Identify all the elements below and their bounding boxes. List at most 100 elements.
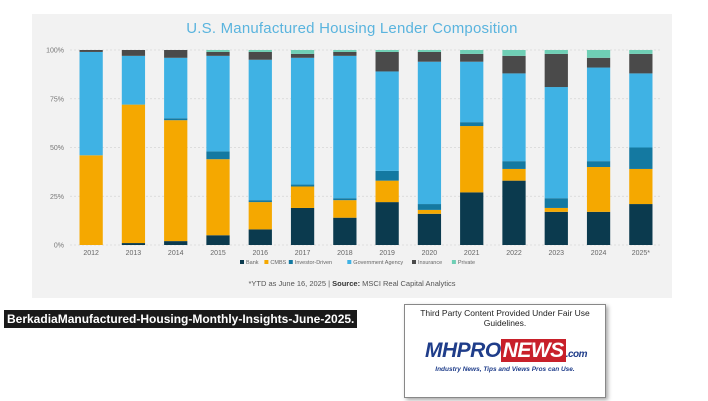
bar-segment [417,61,442,205]
mhpronews-logo: MHPRONEWS .com [425,339,588,363]
bar-segment [290,53,315,58]
bar-segment [248,50,272,52]
bar-segment [290,57,315,185]
bar-segment [586,50,611,58]
x-tick-label: 2020 [422,250,438,257]
bar-segment [417,51,442,62]
x-tick-label: 2013 [126,250,142,257]
bar-segment [206,151,230,160]
chart-panel: U.S. Manufactured Housing Lender Composi… [32,14,672,298]
bar-segment [544,211,568,245]
y-tick-label: 75% [50,96,64,103]
bar-segment [333,50,357,52]
bar-segment [333,198,357,201]
bar-segment [290,207,315,245]
legend-entry: Private [458,260,475,266]
bar-segment [164,241,188,245]
bar-segment [375,180,399,203]
bar-segment [502,55,526,74]
bar-segment [248,229,272,245]
x-tick-label: 2022 [506,250,522,257]
legend-swatch [288,260,293,264]
x-tick-label: 2024 [591,250,607,257]
bar-segment [333,55,357,199]
bar-segment [629,73,653,148]
y-tick-label: 25% [50,194,64,201]
bar-segment [544,207,568,212]
bar-segment [121,104,146,244]
bar-segment [417,213,442,245]
bar-segment [502,168,526,181]
bar-segment [460,192,484,245]
bar-segment [248,200,272,203]
bar-segment [629,204,653,245]
bar-segment [121,50,146,56]
bar-segment [79,51,103,156]
bar-segment [586,57,611,68]
x-tick-label: 2021 [464,250,480,257]
image-caption: BerkadiaManufactured-Housing-Monthly-Ins… [4,310,358,328]
bar-segment [206,159,230,236]
legend-entry: Bank [246,260,259,266]
legend-swatch [412,260,416,264]
mhpronews-badge: Third Party Content Provided Under Fair … [404,304,606,398]
bar-segment [164,120,188,242]
bar-segment [206,51,230,56]
bar-segment [375,71,399,171]
legend-swatch [264,260,269,264]
bar-segment [121,243,146,245]
stacked-bar-chart: 0% 25% 50% 75% 100% 2012 2013 2014 2015 2016 2017 2… [46,48,662,266]
bar-segment [79,155,103,245]
bar-segment [164,118,188,121]
x-tick-label: 2025* [632,250,651,257]
bar-segment [164,57,188,119]
footnote-source: MSCI Real Capital Analytics [360,279,456,288]
logo-com: .com [565,349,588,360]
fair-use-notice: Third Party Content Provided Under Fair … [420,308,590,328]
bar-segment [333,200,357,218]
legend-entry: Investor-Driven [295,260,332,266]
chart-footnote: *YTD as June 16, 2025 | Source: MSCI Rea… [32,279,672,288]
bar-segment [417,204,442,210]
bar-segment [121,55,146,105]
bar-segment [333,51,357,56]
legend-swatch [240,260,244,264]
x-tick-label: 2018 [337,250,353,257]
bar-segment [544,198,568,208]
bar-segment [248,202,272,230]
x-tick-label: 2016 [252,250,268,257]
x-tick-label: 2014 [168,250,184,257]
bar-segment [460,61,484,123]
bar-segment [375,202,399,245]
bar-segment [460,126,484,193]
bar-segment [375,50,399,52]
y-tick-label: 0% [54,243,64,250]
bar-segment [586,161,611,167]
bar-segment [164,50,188,58]
bar-segment [375,51,399,72]
bar-segment [544,87,568,199]
bar-segment [206,235,230,245]
bar-segment [206,50,230,52]
legend-swatch [451,260,456,264]
bar-segment [248,59,272,201]
x-tick-label: 2015 [210,250,226,257]
bar-segment [460,50,484,54]
bar-segment [290,184,315,187]
bar-segment [333,217,357,245]
bar-segment [586,211,611,245]
bar-segment [502,73,526,162]
bar-segment [417,209,442,214]
bar-segment [206,55,230,152]
x-tick-label: 2017 [295,250,311,257]
y-tick-label: 100% [46,48,64,55]
bar-segment [629,168,653,205]
legend-entry: Government Agency [353,260,403,266]
logo-pro: PRO [456,339,502,362]
logo-tagline: Industry News, Tips and Views Pros can U… [435,366,575,373]
bar-segment [417,50,442,52]
bar-segment [629,147,653,169]
x-tick-label: 2012 [83,250,99,257]
bar-segment [502,180,526,245]
legend-entry: CMBS [270,260,286,266]
